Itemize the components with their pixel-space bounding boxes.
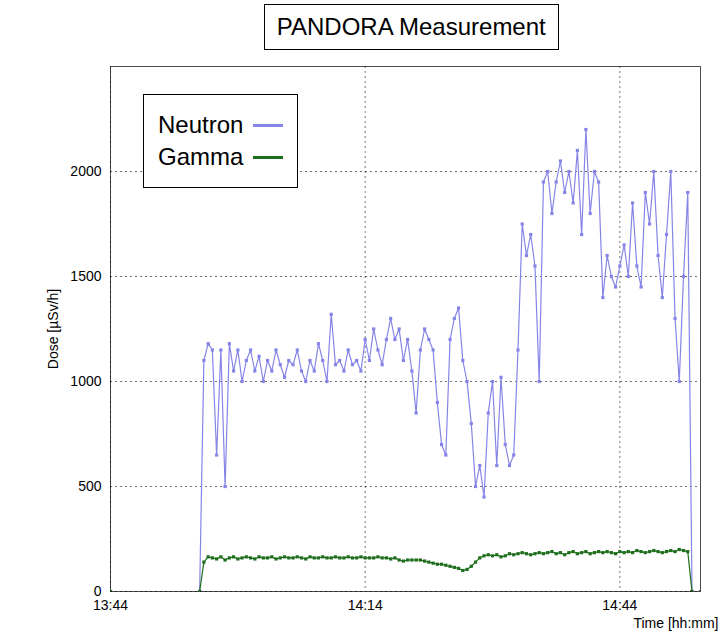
svg-text:1000: 1000 (70, 373, 101, 389)
html-text:Gamma: Gamma (158, 143, 244, 170)
html-text:PANDORA Measurement: PANDORA Measurement (276, 13, 546, 40)
svg-text:Time [hh:mm]: Time [hh:mm] (633, 615, 718, 631)
svg-text:0: 0 (93, 583, 102, 599)
svg-text:14:14: 14:14 (348, 597, 383, 613)
svg-text:2000: 2000 (70, 163, 101, 179)
html-text:Neutron: Neutron (158, 111, 244, 138)
svg-text:13:44: 13:44 (93, 597, 128, 613)
svg-text:14:44: 14:44 (602, 597, 637, 613)
svg-text:Dose [µSv/h]: Dose [µSv/h] (45, 289, 61, 369)
svg-text:1500: 1500 (70, 268, 101, 284)
svg-text:500: 500 (78, 478, 102, 494)
